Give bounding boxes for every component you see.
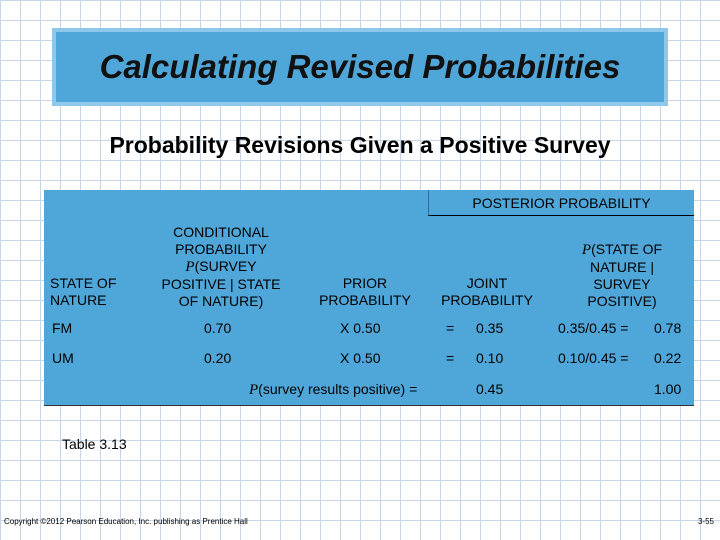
- header-posterior-line2: NATURE |: [589, 259, 655, 275]
- row-posterior-calc: 0.35/0.45 =: [558, 320, 629, 336]
- header-conditional-line2: PROBABILITY: [175, 241, 267, 257]
- header-posterior-p: P: [581, 242, 592, 258]
- header-conditional-line4: POSITIVE | STATE: [161, 276, 281, 292]
- header-state-line2: NATURE: [50, 292, 107, 308]
- header-conditional-p: P: [185, 259, 195, 275]
- row-joint: 0.35: [476, 320, 504, 336]
- header-posterior-line4: POSITIVE): [587, 293, 657, 309]
- row-prior: X 0.50: [340, 320, 381, 336]
- title-banner: Calculating Revised Probabilities: [52, 28, 668, 106]
- header-joint-line2: PROBABILITY: [441, 292, 533, 308]
- header-conditional-line1: CONDITIONAL: [173, 224, 269, 240]
- slide-number: 3-55: [697, 517, 714, 526]
- header-conditional-line3-text: (SURVEY: [194, 258, 257, 274]
- row-posterior: 0.78: [654, 320, 682, 336]
- header-posterior: P(STATE OF NATURE | SURVEY POSITIVE): [552, 241, 692, 310]
- row-posterior-calc: 0.10/0.45 =: [558, 350, 629, 366]
- posterior-header-text: POSTERIOR PROBABILITY: [472, 194, 651, 211]
- total-label-p: P: [249, 382, 259, 398]
- row-equals: =: [446, 320, 455, 336]
- header-conditional-line5: OF NATURE): [178, 293, 264, 309]
- header-posterior-line1: P(STATE OF: [552, 241, 692, 259]
- header-posterior-line3: SURVEY: [593, 276, 651, 292]
- table-caption: Table 3.13: [62, 436, 127, 452]
- row-joint: 0.10: [476, 350, 504, 366]
- header-state-line1: STATE OF: [50, 275, 117, 291]
- slide-title: Calculating Revised Probabilities: [99, 48, 621, 85]
- total-label-text: (survey results positive) =: [258, 381, 418, 397]
- header-prior-probability: PRIOR PROBABILITY: [305, 275, 425, 309]
- copyright-notice: Copyright ©2012 Pearson Education, Inc. …: [4, 517, 248, 526]
- header-joint-line1: JOINT: [466, 275, 508, 291]
- posterior-probability-header: POSTERIOR PROBABILITY: [428, 190, 694, 216]
- header-posterior-line1-text: (STATE OF: [591, 241, 663, 257]
- table-bottom-rule: [44, 405, 694, 406]
- slide-subtitle: Probability Revisions Given a Positive S…: [109, 132, 611, 158]
- probability-table: [44, 190, 694, 406]
- header-state-of-nature: STATE OF NATURE: [50, 275, 116, 309]
- row-prior: X 0.50: [340, 350, 381, 366]
- row-posterior: 0.22: [654, 350, 682, 366]
- row-conditional: 0.20: [204, 350, 232, 366]
- header-conditional-probability: CONDITIONAL PROBABILITY P(SURVEY POSITIV…: [146, 224, 296, 310]
- row-conditional: 0.70: [204, 320, 232, 336]
- row-state: UM: [52, 350, 74, 366]
- total-posterior: 1.00: [654, 381, 682, 397]
- row-equals: =: [446, 350, 455, 366]
- row-state: FM: [52, 320, 73, 336]
- total-joint: 0.45: [476, 381, 504, 397]
- header-prior-line1: PRIOR: [342, 275, 388, 291]
- header-prior-line2: PROBABILITY: [319, 292, 411, 308]
- total-label: P(survey results positive) =: [249, 381, 417, 399]
- header-conditional-line3: P(SURVEY: [146, 258, 296, 276]
- header-joint-probability: JOINT PROBABILITY: [427, 275, 547, 309]
